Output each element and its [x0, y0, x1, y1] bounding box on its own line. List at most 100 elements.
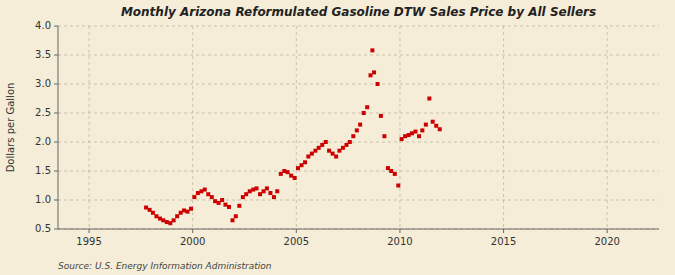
y-grid-line: [58, 229, 659, 230]
y-tick-label: 1.5: [35, 165, 51, 176]
point: [223, 203, 227, 207]
x-grid-line: [296, 26, 297, 229]
chart-container: 0.51.01.52.02.53.03.54.01995200020052010…: [0, 0, 675, 275]
point: [286, 170, 290, 174]
point: [289, 174, 293, 178]
point: [327, 149, 331, 153]
point: [337, 149, 341, 153]
point: [293, 176, 297, 180]
point: [376, 82, 380, 86]
x-tick: [399, 229, 400, 233]
y-tick: [54, 26, 58, 27]
point: [161, 218, 165, 222]
x-tick: [296, 229, 297, 233]
point: [306, 155, 310, 159]
y-tick: [54, 84, 58, 85]
y-tick: [54, 113, 58, 114]
point: [372, 70, 376, 74]
point: [206, 192, 210, 196]
point: [217, 201, 221, 205]
point: [393, 172, 397, 176]
point: [331, 152, 335, 156]
point: [227, 205, 231, 209]
y-grid-line: [58, 55, 659, 56]
point: [427, 97, 431, 101]
x-tick: [503, 229, 504, 233]
point: [296, 166, 300, 170]
y-tick-label: 4.0: [35, 20, 51, 31]
y-tick-label: 2.0: [35, 136, 51, 147]
x-tick-label: 2010: [387, 236, 412, 247]
x-tick-label: 1995: [76, 236, 101, 247]
y-grid-line: [58, 84, 659, 85]
point: [196, 191, 200, 195]
point: [369, 73, 373, 77]
x-tick: [607, 229, 608, 233]
point: [355, 128, 359, 132]
point: [341, 146, 345, 150]
point: [317, 146, 321, 150]
point: [203, 188, 207, 192]
point: [400, 137, 404, 141]
point: [431, 120, 435, 124]
point: [165, 220, 169, 224]
x-tick-label: 2000: [180, 236, 205, 247]
point: [379, 114, 383, 118]
point: [362, 111, 366, 115]
axes: 0.51.01.52.02.53.03.54.01995200020052010…: [35, 20, 659, 247]
y-tick-label: 3.5: [35, 49, 51, 60]
x-grid-line: [399, 26, 400, 229]
y-axis-line: [58, 26, 59, 229]
y-tick-label: 2.5: [35, 107, 51, 118]
point: [230, 218, 234, 222]
point: [220, 198, 224, 202]
point: [438, 127, 442, 131]
y-tick: [54, 142, 58, 143]
x-tick-label: 2005: [284, 236, 309, 247]
point: [154, 214, 158, 218]
x-tick-label: 2020: [594, 236, 619, 247]
y-tick-label: 0.5: [35, 223, 51, 234]
x-grid-line: [607, 26, 608, 229]
x-tick-label: 2015: [491, 236, 516, 247]
y-grid-line: [58, 113, 659, 114]
point: [434, 124, 438, 128]
y-tick-label: 1.0: [35, 194, 51, 205]
point: [382, 134, 386, 138]
x-tick: [89, 229, 90, 233]
x-tick: [192, 229, 193, 233]
point: [403, 134, 407, 138]
point: [186, 210, 190, 214]
point: [268, 191, 272, 195]
grid: [58, 26, 659, 229]
point: [210, 195, 214, 199]
source-note: Source: U.S. Energy Information Administ…: [58, 261, 272, 271]
y-tick: [54, 55, 58, 56]
point: [424, 123, 428, 127]
point: [300, 163, 304, 167]
point: [255, 186, 259, 190]
point: [334, 155, 338, 159]
y-tick: [54, 171, 58, 172]
y-grid-line: [58, 171, 659, 172]
point: [189, 207, 193, 211]
point: [248, 189, 252, 193]
y-tick: [54, 229, 58, 230]
points: [144, 48, 442, 225]
x-grid-line: [503, 26, 504, 229]
point: [172, 218, 176, 222]
point: [265, 186, 269, 190]
point: [310, 152, 314, 156]
title: Monthly Arizona Reformulated Gasoline DT…: [121, 5, 596, 19]
y-tick: [54, 200, 58, 201]
point: [413, 130, 417, 134]
point: [258, 192, 262, 196]
point: [370, 48, 374, 52]
point: [303, 160, 307, 164]
point: [396, 184, 400, 188]
point: [175, 214, 179, 218]
point: [417, 134, 421, 138]
point: [324, 140, 328, 144]
point: [348, 140, 352, 144]
x-grid-line: [89, 26, 90, 229]
